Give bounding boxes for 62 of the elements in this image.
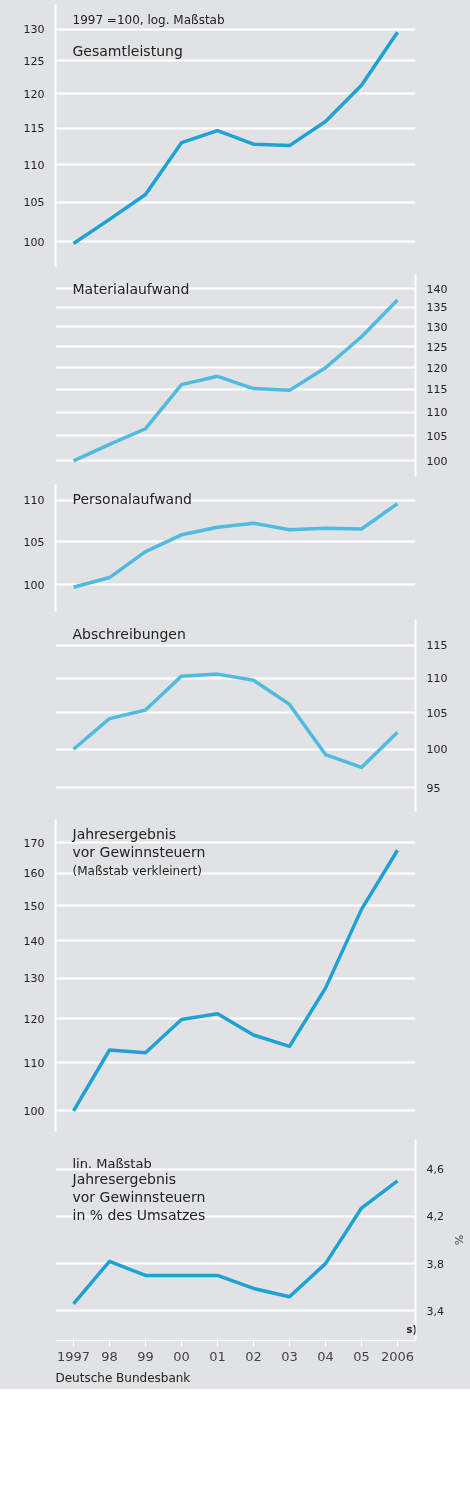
x-tick-label: 2006 [380, 1348, 415, 1364]
chart-title: Personalaufwand [72, 490, 192, 507]
y-tick-label: 110 [23, 1056, 45, 1070]
x-tick-label: 00 [173, 1348, 190, 1364]
chart-title: Abschreibungen [72, 625, 186, 642]
y-tick-label: 150 [23, 899, 45, 913]
y2-tick-label: 3,4 [426, 1304, 444, 1318]
x-tick-label: 03 [281, 1348, 298, 1364]
annotation: s) [406, 1323, 418, 1335]
y2-tick-label: 100 [426, 743, 448, 757]
text: Jahresergebnis vor Gewinnsteuern [71, 825, 206, 860]
y-tick-label: 130 [23, 972, 45, 986]
y2-tick-label: 95 [426, 781, 441, 795]
y-tick-label: 110 [23, 158, 45, 172]
y2-tick-label: 4,6 [426, 1163, 444, 1177]
text: Materialaufwand [72, 280, 190, 297]
y2-tick-label: 110 [426, 406, 448, 420]
x-tick-label: 01 [209, 1348, 226, 1364]
y2-tick-label: 105 [426, 429, 448, 443]
y-tick-label: 100 [23, 235, 45, 249]
line-series [71, 30, 400, 246]
x-tick-label: 05 [353, 1348, 370, 1364]
x-tick-label: 99 [137, 1348, 154, 1364]
y2-tick-label: 125 [426, 340, 448, 354]
y-tick-label: 105 [23, 535, 45, 549]
y-tick-label: 100 [23, 1104, 45, 1118]
y2-axis-title: % [451, 1234, 465, 1246]
y2-tick-label: 130 [426, 320, 448, 334]
text: Deutsche Bundesbank [55, 1370, 191, 1385]
y2-tick-label: 105 [426, 706, 448, 720]
y2-tick-label: 115 [426, 383, 448, 397]
line-series [71, 672, 400, 770]
annotation: 1997 =100, log. Maßstab [72, 12, 225, 27]
text: Jahresergebnis vor Gewinnsteuern in % des Umsatzes [71, 1170, 206, 1223]
y-tick-label: 140 [23, 934, 45, 948]
y2-tick-label: 140 [426, 282, 448, 296]
y-tick-label: 160 [23, 867, 45, 881]
annotation: lin. Maßstab [72, 1155, 152, 1171]
y-tick-label: 125 [23, 54, 45, 68]
y-tick-label: 120 [23, 87, 45, 101]
text: (Maßstab verkleinert) [72, 863, 202, 878]
y2-tick-label: 115 [426, 639, 448, 653]
y2-tick-label: 4,2 [426, 1210, 444, 1224]
y2-tick-label: 100 [426, 454, 448, 468]
text: Gesamtleistung [72, 42, 183, 59]
y-tick-label: 170 [23, 836, 45, 850]
x-tick-label: 04 [317, 1348, 334, 1364]
line-series [71, 298, 400, 463]
x-tick-label: 98 [101, 1348, 118, 1364]
x-tick-label: 02 [245, 1348, 262, 1364]
y-tick-label: 110 [23, 494, 45, 508]
y2-tick-label: 110 [426, 672, 448, 686]
y2-tick-label: 3,8 [426, 1257, 444, 1271]
line-series [71, 848, 400, 1113]
y2-tick-label: 120 [426, 361, 448, 375]
x-tick-label: 1997 [56, 1348, 91, 1364]
y-tick-label: 100 [23, 578, 45, 592]
y-tick-label: 115 [23, 122, 45, 136]
y-tick-label: 130 [23, 23, 45, 37]
y-tick-label: 120 [23, 1012, 45, 1026]
y-tick-label: 105 [23, 196, 45, 210]
y2-tick-label: 135 [426, 301, 448, 315]
